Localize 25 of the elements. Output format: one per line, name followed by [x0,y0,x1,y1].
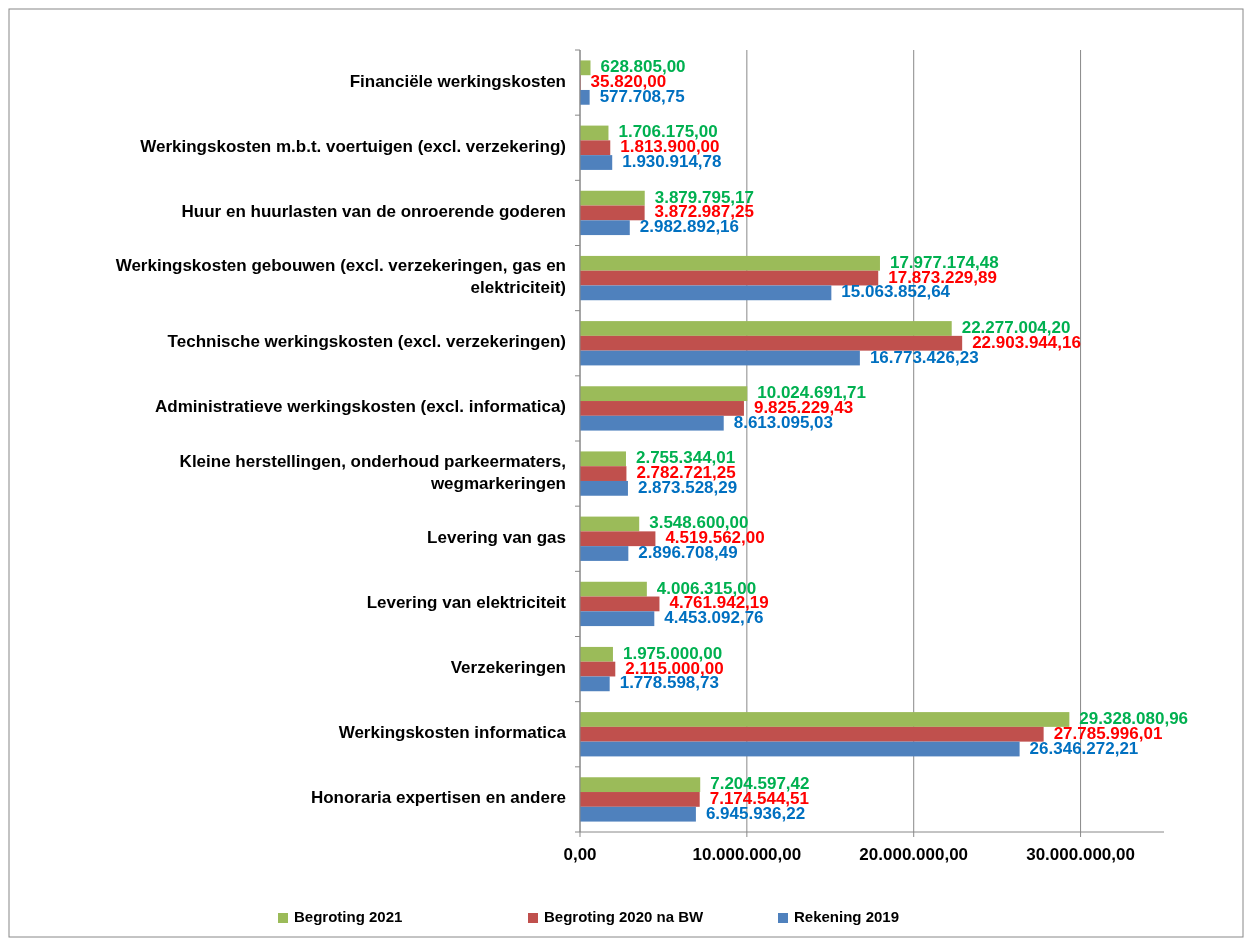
y-tick-label: Kleine herstellingen, onderhoud parkeermaters, wegmarkeringen [179,452,566,494]
y-tick-label: Verzekeringen [450,658,566,678]
legend-label: Rekening 2019 [794,907,900,925]
y-tick-label: Werkingskosten informatica [338,723,567,743]
y-tick-label: Huur en huurlasten van de onroerende goderen [181,202,566,222]
data-label: 2.896.708,49 [638,543,738,563]
y-tick-label: Administratieve werkingskosten (excl. informatica) [155,397,566,417]
data-label: 3.879.795,17 [654,187,754,207]
data-label: 1.975.000,00 [622,643,723,663]
y-tick-label: Levering van elektriciteit [366,593,567,613]
x-tick-label: 10.000.000,00 [692,845,802,864]
legend-label: Begroting 2021 [294,907,403,925]
y-tick-label: Levering van gas [427,528,566,548]
data-label: 17.977.174,48 [889,252,999,272]
x-tick-label: 20.000.000,00 [859,845,969,864]
x-tick-label: 30.000.000,00 [1026,845,1135,864]
data-label: 15.063.852,64 [841,282,951,302]
y-tick-label: Honoraria expertisen en andere [310,788,566,808]
legend-label: Begroting 2020 na BW [544,907,705,925]
y-tick-label: Werkingskosten m.b.t. voertuigen (excl. verzekering) [140,137,566,157]
y-tick-label: Werkingskosten gebouwen (excl. verzekeringen, gas en elektriciteit) [115,256,566,298]
y-tick-label: Technische werkingskosten (excl. verzekeringen) [167,332,566,352]
data-label: 16.773.426,23 [869,347,979,367]
y-tick-label: Financiële werkingskosten [349,72,566,92]
x-tick-label: 0,00 [563,845,597,864]
